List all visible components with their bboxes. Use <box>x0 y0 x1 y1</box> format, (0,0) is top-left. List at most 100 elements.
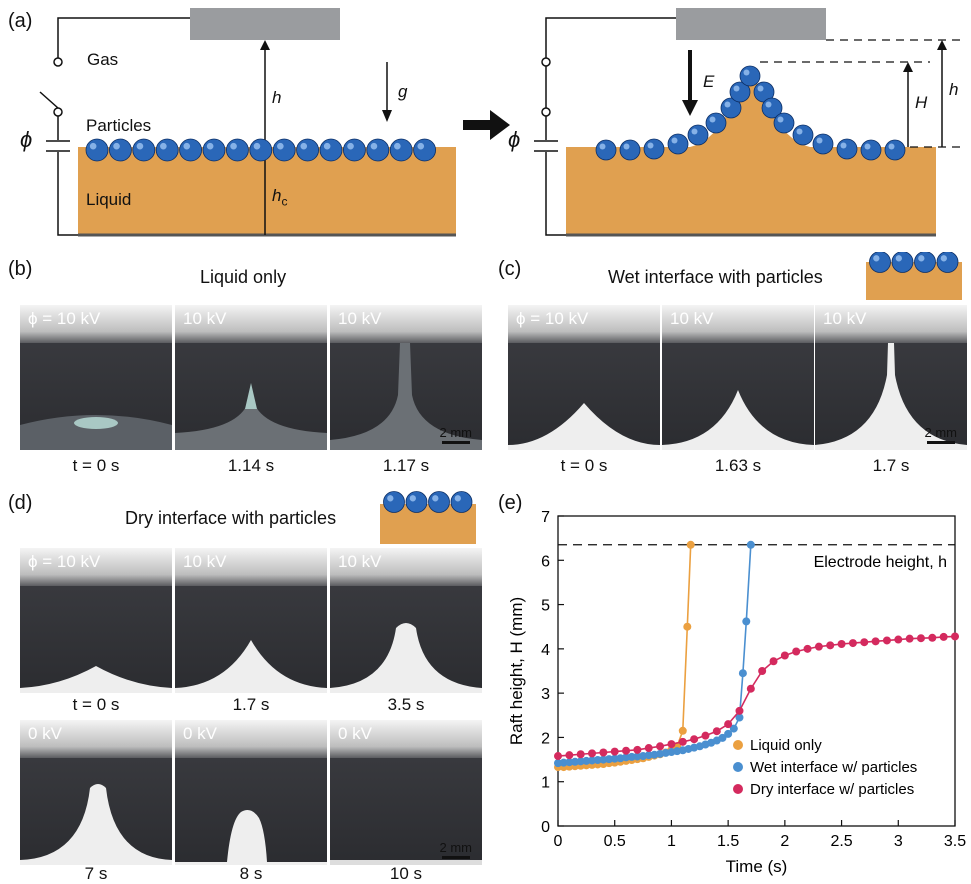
y-tick-label: 1 <box>541 775 550 792</box>
particle-sphere <box>869 252 891 273</box>
particle-sphere <box>812 133 834 155</box>
frame-b3: 10 kV 2 mm <box>330 305 482 450</box>
H-label: H <box>915 93 928 112</box>
scale-bar: 2 mm <box>925 425 957 444</box>
data-point <box>837 639 846 648</box>
electrode-right <box>676 8 826 40</box>
legend-marker <box>733 784 743 794</box>
frame-d5: 0 kV <box>175 720 327 865</box>
particle-sphere <box>109 138 132 162</box>
data-point <box>769 657 778 666</box>
voltage-label: ϕ = 10 kV <box>28 309 101 328</box>
particle-pile-right <box>595 65 906 161</box>
series-line <box>558 544 692 768</box>
voltage-label: ϕ = 10 kV <box>28 552 101 571</box>
particle-sphere <box>405 491 428 513</box>
particle-sphere <box>773 112 795 134</box>
data-point <box>848 639 857 648</box>
particle-sphere <box>687 124 709 146</box>
particle-sphere <box>383 491 405 513</box>
voltage-label: ϕ = 10 kV <box>516 309 589 328</box>
voltage-label: 0 kV <box>28 724 63 743</box>
data-point <box>729 724 738 733</box>
data-point <box>951 632 959 641</box>
particle-sphere <box>891 252 914 273</box>
frame-c3: 10 kV 2 mm <box>815 305 967 450</box>
voltage-label: 0 kV <box>183 724 218 743</box>
voltage-label: 10 kV <box>670 309 714 328</box>
x-tick-label: 3.5 <box>944 833 966 850</box>
data-point <box>678 737 687 746</box>
schematic-a <box>39 8 962 237</box>
particle-sphere <box>155 138 179 162</box>
data-point <box>746 684 755 693</box>
particle-sphere <box>366 138 390 162</box>
data-point <box>686 540 695 549</box>
particle-sphere <box>225 138 249 162</box>
data-point <box>724 729 733 738</box>
gas-label: Gas <box>87 50 119 69</box>
data-point <box>894 635 903 644</box>
particle-sphere <box>884 139 906 161</box>
plot-frame <box>557 515 956 827</box>
data-point <box>718 733 727 742</box>
particle-sphere <box>202 138 226 162</box>
data-point <box>576 750 585 759</box>
data-point <box>656 742 665 751</box>
voltage-label: 10 kV <box>183 552 227 571</box>
legend-marker <box>733 740 743 750</box>
data-point <box>712 727 721 736</box>
data-point <box>814 642 823 651</box>
data-point <box>742 617 751 626</box>
voltage-label: 10 kV <box>338 309 382 328</box>
panel-e-label: (e) <box>498 492 523 514</box>
particle-sphere <box>272 138 296 162</box>
y-tick-label: 7 <box>541 509 550 526</box>
panel-c-title: Wet interface with particles <box>608 267 823 287</box>
particle-row-left <box>85 138 437 162</box>
x-tick-label: 3 <box>894 833 903 850</box>
time-label: 1.14 s <box>227 456 275 475</box>
x-tick-label: 0 <box>554 833 563 850</box>
time-label: 1.63 s <box>714 456 762 475</box>
data-point <box>622 746 631 755</box>
data-point <box>916 634 925 643</box>
particle-sphere <box>179 138 203 162</box>
electrode-left <box>190 8 340 40</box>
panel-a-label: (a) <box>8 10 33 32</box>
x-axis-label: Time (s) <box>726 857 788 876</box>
frame-d6: 0 kV 2 mm <box>330 720 482 865</box>
particle-sphere <box>705 112 727 134</box>
particle-sphere <box>619 139 641 161</box>
particle-sphere <box>836 138 858 160</box>
particle-sphere <box>739 65 761 87</box>
legend-entry: Dry interface w/ particles <box>750 781 914 798</box>
particle-sphere <box>296 138 320 162</box>
g-label: g <box>398 82 408 101</box>
hc-label: hc <box>272 186 288 209</box>
voltage-label: 10 kV <box>338 552 382 571</box>
data-point <box>826 641 835 650</box>
y-tick-label: 0 <box>541 819 550 836</box>
legend-marker <box>733 762 743 772</box>
data-point <box>758 667 767 675</box>
liquid-right <box>566 68 936 235</box>
voltage-label: 10 kV <box>823 309 867 328</box>
raft-height-chart: 0 0.5 1 1.5 2 2.5 3 3.5 0 1 2 3 4 5 6 7 Time (s) Raft hei… <box>507 509 966 876</box>
phi-symbol-left: ϕ <box>20 127 33 152</box>
time-label: 8 s <box>239 864 263 883</box>
panel-d-label: (d) <box>8 492 33 514</box>
transition-arrow <box>463 110 510 140</box>
particle-sphere <box>342 138 366 162</box>
data-point <box>701 731 710 740</box>
data-point <box>792 647 801 656</box>
time-label: 1.7 s <box>872 456 910 475</box>
x-tick-label: 2.5 <box>830 833 852 850</box>
electrode-height-label: Electrode height, h <box>814 554 947 571</box>
data-point <box>871 637 880 646</box>
data-point <box>588 749 597 758</box>
data-point <box>644 744 653 753</box>
data-point <box>882 636 891 645</box>
time-label: t = 0 s <box>560 456 608 475</box>
time-label: 1.7 s <box>232 695 270 714</box>
